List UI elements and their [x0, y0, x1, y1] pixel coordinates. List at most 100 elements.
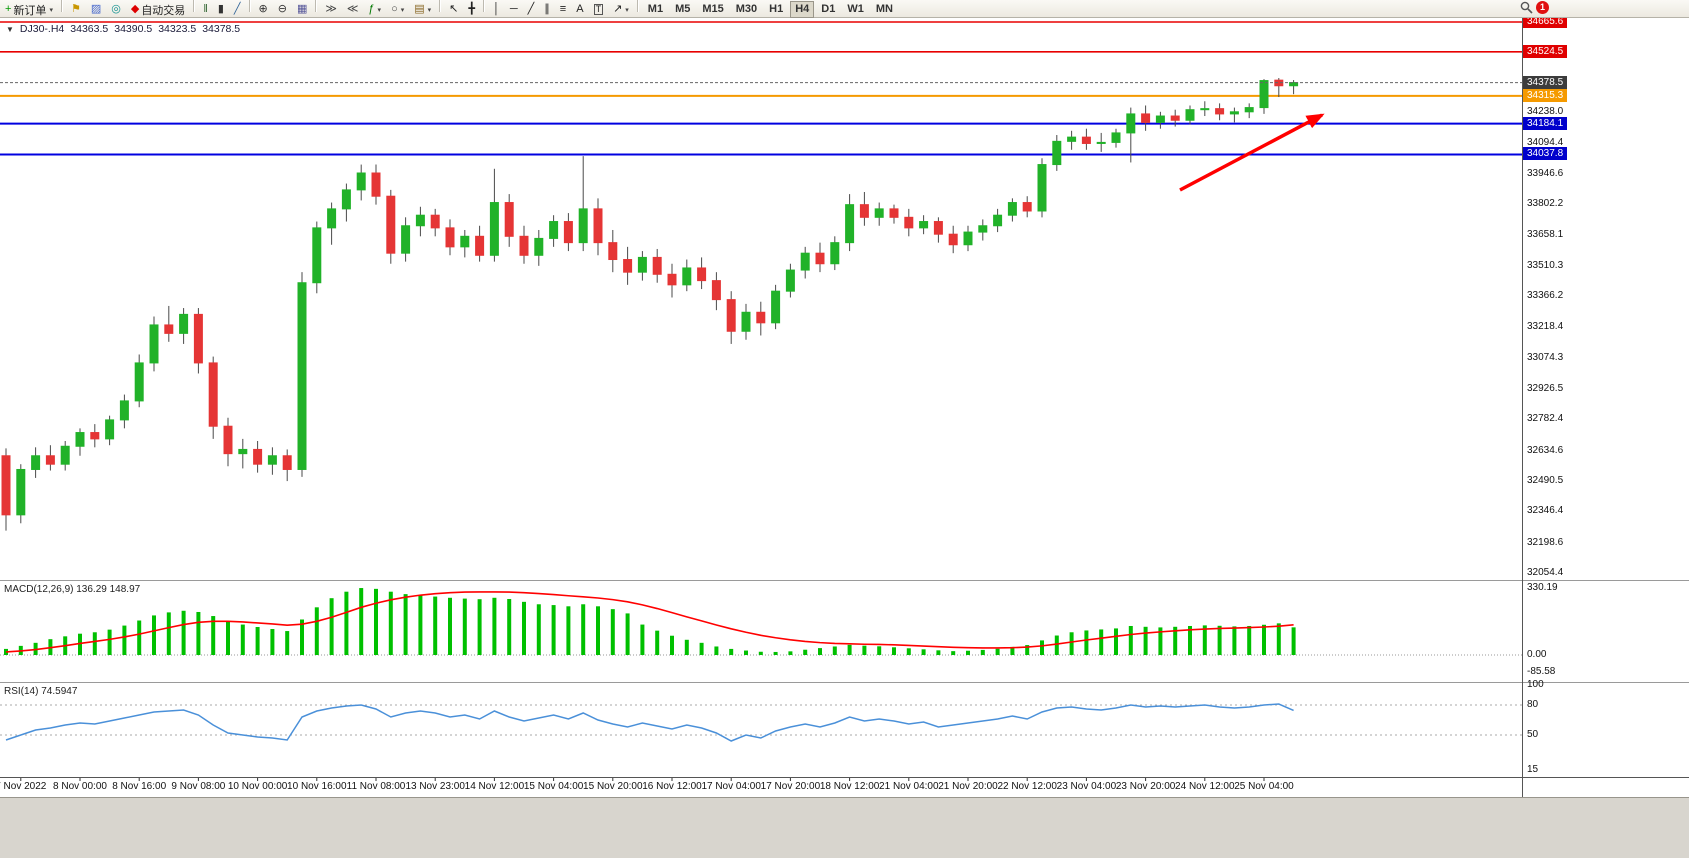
new-order-button[interactable]: + 新订单 ▾ [1, 1, 57, 18]
tf-m15[interactable]: M15 [697, 1, 728, 18]
time-axis-label: 24 Nov 12:00 [1175, 781, 1235, 792]
price-axis-label: 33946.6 [1527, 167, 1564, 179]
zoom-out-icon[interactable]: ⊖ [274, 1, 291, 18]
ohlc-open: 34363.5 [70, 23, 109, 35]
time-axis-label: 23 Nov 04:00 [1056, 781, 1117, 792]
chevron-down-icon: ▾ [49, 6, 53, 14]
chart-shift-icon[interactable]: ≪ [343, 1, 363, 18]
tf-h1[interactable]: H1 [764, 1, 788, 18]
toolbar-separator [60, 0, 63, 12]
trendline-icon[interactable]: ╱ [524, 1, 539, 18]
tf-m5[interactable]: M5 [670, 1, 695, 18]
tf-m1[interactable]: M1 [643, 1, 668, 18]
zoom-in-icon-glyph: ⊕ [258, 3, 268, 15]
ohlc-high: 34390.5 [114, 23, 153, 35]
price-axis-label: 32346.4 [1527, 505, 1564, 517]
price-axis-label: 33218.4 [1527, 321, 1564, 333]
indicators-icon[interactable]: ƒ ▾ [364, 1, 385, 18]
macd-signal-line [5, 591, 1294, 653]
line-chart-icon[interactable]: ╱ [230, 1, 245, 18]
macd-rsi-pane-separator[interactable] [0, 682, 1689, 683]
search-icon[interactable] [1520, 1, 1533, 14]
chart-window: ▼ DJ30-.H4 34363.5 34390.5 34323.5 34378… [0, 15, 1689, 797]
crosshair-icon[interactable]: ╋ [464, 1, 479, 18]
line-chart-icon-glyph: ╱ [233, 3, 241, 15]
price-axis-label: 33366.2 [1527, 290, 1564, 302]
toolbar-separator [636, 0, 639, 12]
fibonacci-icon[interactable]: ≡ [556, 1, 570, 18]
macd-indicator-label: MACD(12,26,9) 136.29 148.97 [4, 584, 141, 595]
tf-d1[interactable]: D1 [816, 1, 840, 18]
horizontal-line-icon[interactable]: ─ [506, 1, 522, 18]
channel-icon[interactable]: ∥ [540, 1, 554, 18]
toolbar-separator [483, 0, 485, 12]
arrows-icon-glyph: ↗ [613, 3, 623, 15]
bar-chart-icon-glyph: ‖ [203, 3, 208, 15]
auto-scroll-icon[interactable]: ≫ [321, 1, 341, 18]
candlestick-chart-icon[interactable]: ▮ [214, 1, 228, 18]
new-order-glyph: + [5, 3, 12, 15]
tf-m30[interactable]: M30 [731, 1, 762, 18]
price-axis-label: 32490.5 [1527, 474, 1564, 486]
time-axis-label: 15 Nov 04:00 [523, 781, 584, 792]
collapse-triangle-icon[interactable]: ▼ [6, 24, 14, 34]
time-axis-label: 22 Nov 12:00 [997, 781, 1057, 792]
text-icon[interactable]: A [572, 1, 587, 18]
price-line-label: 34378.5 [1523, 75, 1568, 89]
main-macd-pane-separator[interactable] [0, 580, 1689, 581]
symbol-period-label: DJ30-.H4 [19, 23, 65, 35]
price-axis-label: 33074.3 [1527, 351, 1564, 363]
zoom-in-icon[interactable]: ⊕ [255, 1, 272, 18]
bar-chart-icon[interactable]: ‖ [199, 1, 212, 18]
price-chart-plot[interactable] [0, 17, 1522, 797]
toolbar: + 新订单 ▾ ⚑ ▨ ◎ ◆ 自动交易 ‖ ▮ ╱ ⊕ ⊖ ▦ ≫ ≪ ƒ ▾ ○ ▾ ▤ ▾ ↖ ╋ │ ─ ╱ ∥ ≡ A T ↗ ▾ M1… [0, 0, 1689, 18]
data-window-icon[interactable]: ◎ [107, 1, 125, 18]
price-axis-label: 32054.4 [1527, 567, 1564, 578]
tf-w1[interactable]: W1 [842, 1, 869, 18]
templates-icon[interactable]: ▤ ▾ [410, 1, 435, 18]
time-axis-label: 16 Nov 12:00 [642, 781, 702, 792]
notification-badge[interactable]: 1 [1536, 1, 1549, 14]
time-axis-label: 23 Nov 20:00 [1115, 781, 1176, 792]
tf-h4[interactable]: H4 [790, 0, 815, 18]
text-label-icon[interactable]: T [590, 1, 608, 18]
cursor-icon[interactable]: ↖ [445, 1, 462, 18]
tf-mn[interactable]: MN [871, 1, 898, 18]
horizontal-line-objects [0, 21, 1522, 156]
trend-arrow-annotation[interactable] [1179, 113, 1325, 192]
candlestick-chart-icon-glyph: ▮ [217, 3, 224, 15]
new-order-button-label: 新订单 [13, 4, 47, 17]
vertical-line-icon[interactable]: │ [489, 1, 504, 18]
time-axis[interactable]: 7 Nov 2022 8 Nov 00:00 8 Nov 16:00 9 Nov 08… [0, 778, 1522, 797]
autotrade-button[interactable]: ◆ 自动交易 [127, 1, 189, 18]
price-line-label: 34524.5 [1523, 44, 1568, 58]
print-icon[interactable]: ▨ [87, 1, 105, 18]
time-axis-label: 17 Nov 20:00 [760, 781, 821, 792]
rsi-indicator [0, 703, 1522, 742]
toolbar-separator [248, 0, 251, 12]
time-axis-label: 21 Nov 20:00 [938, 781, 998, 792]
zoom-out-icon-glyph: ⊖ [277, 3, 287, 15]
channel-icon-glyph: ∥ [544, 3, 550, 15]
text-icon-glyph: A [576, 3, 584, 15]
price-axis[interactable]: 34238.0 34094.4 33946.6 33802.2 33658.1 33510… [1523, 15, 1689, 797]
time-axis-label: 21 Nov 04:00 [879, 781, 939, 792]
text-label-icon-glyph: T [593, 4, 604, 15]
trendline-icon-glyph: ╱ [527, 3, 535, 15]
price-axis-label: 32782.4 [1527, 413, 1564, 425]
print-icon-glyph: ▨ [90, 3, 102, 15]
candlestick-series [1, 78, 1299, 531]
time-axis-label: 25 Nov 04:00 [1234, 781, 1294, 792]
arrows-icon[interactable]: ↗ ▾ [609, 1, 633, 18]
alert-flag-icon[interactable]: ⚑ [67, 1, 85, 18]
autotrade-glyph: ◆ [130, 3, 140, 15]
rsi-line [5, 703, 1294, 742]
price-axis-label: 33802.2 [1527, 198, 1564, 210]
tf-mn-label: MN [875, 3, 893, 15]
time-axis-label: 18 Nov 12:00 [819, 781, 880, 792]
rsi-axis-label: 100 [1527, 679, 1544, 690]
tf-m30-label: M30 [735, 3, 758, 15]
rsi-axis-label: 50 [1527, 729, 1539, 740]
tile-windows-icon[interactable]: ▦ [293, 1, 311, 18]
periods-icon[interactable]: ○ ▾ [387, 1, 408, 18]
